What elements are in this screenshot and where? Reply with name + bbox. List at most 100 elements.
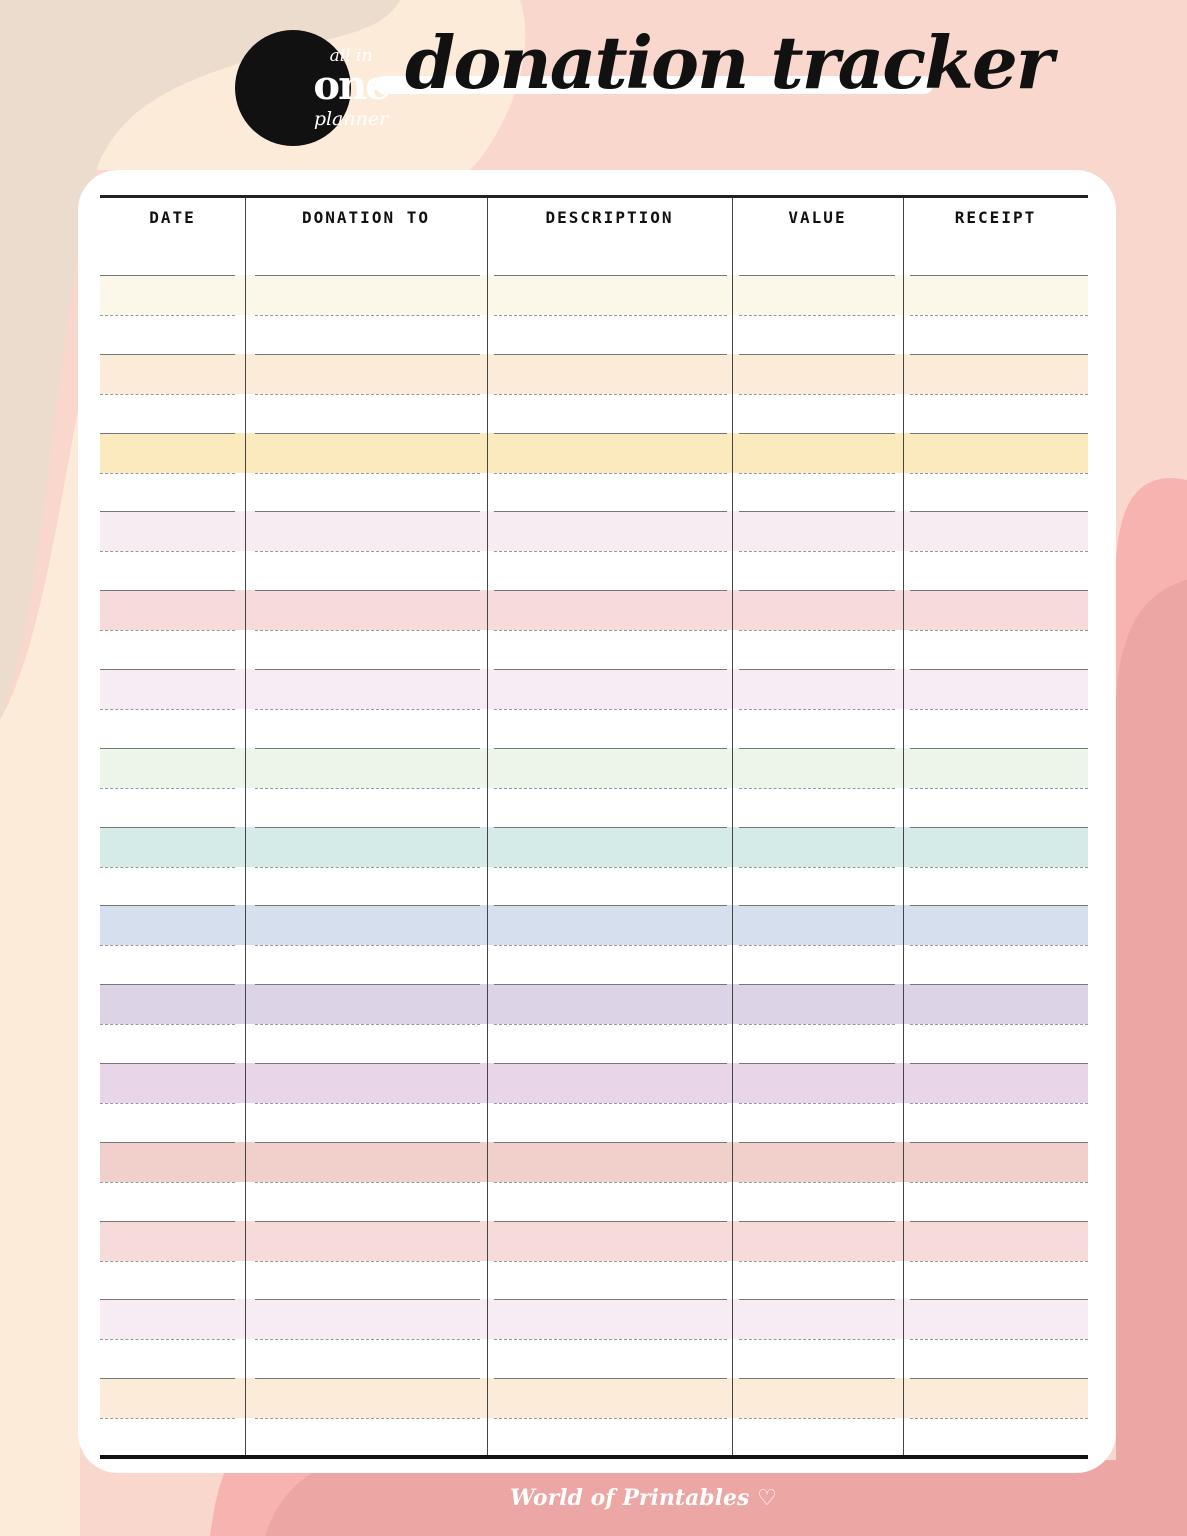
table-row[interactable] <box>100 669 1088 709</box>
row-dotted-rule <box>494 1339 727 1341</box>
table-row-blank[interactable] <box>100 1182 1088 1220</box>
row-rule <box>739 353 895 355</box>
table-row-blank[interactable] <box>100 788 1088 826</box>
table-row[interactable] <box>100 275 1088 315</box>
row-rule <box>910 511 1088 513</box>
table-row[interactable] <box>100 353 1088 394</box>
row-rule <box>739 905 895 907</box>
column-divider <box>903 198 904 1455</box>
row-dotted-rule <box>255 551 480 553</box>
table-row-blank[interactable] <box>100 1261 1088 1299</box>
row-dotted-rule <box>739 393 895 395</box>
row-dotted-rule <box>255 1339 480 1341</box>
row-rule <box>100 1141 235 1143</box>
table-row-blank[interactable] <box>100 315 1088 353</box>
row-dotted-rule <box>910 1024 1088 1026</box>
column-header-date: DATE <box>149 208 196 227</box>
row-rule <box>255 669 480 670</box>
column-divider <box>487 198 488 1455</box>
row-rule <box>739 669 895 670</box>
row-dotted-rule <box>255 393 480 395</box>
table-row-blank[interactable] <box>100 945 1088 983</box>
title-underline-stripe <box>375 76 933 94</box>
table-row-blank[interactable] <box>100 1103 1088 1141</box>
row-dotted-rule <box>910 709 1088 710</box>
row-dotted-rule <box>910 1181 1088 1183</box>
table-row-blank[interactable] <box>100 709 1088 747</box>
table-row[interactable] <box>100 1299 1088 1340</box>
row-dotted-rule <box>739 787 895 789</box>
row-rule <box>255 511 480 513</box>
row-rule <box>255 984 480 986</box>
table-row[interactable] <box>100 826 1088 867</box>
row-dotted-rule <box>100 1181 235 1183</box>
row-rule <box>739 1299 895 1301</box>
table-row-blank[interactable] <box>100 1418 1088 1456</box>
row-dotted-rule <box>910 1103 1088 1104</box>
row-dotted-rule <box>739 866 895 868</box>
row-dotted-rule <box>494 1181 727 1183</box>
row-dotted-rule <box>494 472 727 474</box>
column-header-donation-to: DONATION TO <box>302 208 430 227</box>
row-rule <box>255 1063 480 1064</box>
row-dotted-rule <box>494 1418 727 1420</box>
table-row[interactable] <box>100 590 1088 631</box>
table-row-blank[interactable] <box>100 1339 1088 1377</box>
row-rule <box>255 353 480 355</box>
table-row-blank[interactable] <box>100 1024 1088 1062</box>
row-dotted-rule <box>494 630 727 632</box>
row-rule <box>255 432 480 434</box>
table-row[interactable] <box>100 747 1088 788</box>
row-rule <box>910 1378 1088 1380</box>
row-dotted-rule <box>739 1181 895 1183</box>
row-dotted-rule <box>255 709 480 710</box>
footer-credit-text: World of Printables <box>510 1485 750 1511</box>
table-row[interactable] <box>100 984 1088 1025</box>
column-divider <box>245 198 246 1455</box>
row-rule <box>255 275 480 276</box>
row-dotted-rule <box>100 787 235 789</box>
row-dotted-rule <box>739 945 895 947</box>
row-dotted-rule <box>910 945 1088 947</box>
row-dotted-rule <box>910 1339 1088 1341</box>
table-row-blank[interactable] <box>100 630 1088 668</box>
row-dotted-rule <box>910 787 1088 789</box>
row-dotted-rule <box>910 315 1088 316</box>
table-row[interactable] <box>100 432 1088 473</box>
table-row-blank[interactable] <box>100 551 1088 589</box>
row-rule <box>739 432 895 434</box>
row-dotted-rule <box>494 1024 727 1026</box>
heart-icon: ♡ <box>757 1485 777 1511</box>
row-dotted-rule <box>255 1181 480 1183</box>
row-rule <box>255 747 480 749</box>
row-dotted-rule <box>100 1339 235 1341</box>
table-row-blank[interactable] <box>100 473 1088 511</box>
table-row[interactable] <box>100 905 1088 946</box>
table-row[interactable] <box>100 1063 1088 1103</box>
row-dotted-rule <box>739 315 895 316</box>
row-rule <box>910 1141 1088 1143</box>
row-dotted-rule <box>100 630 235 632</box>
table-row-blank[interactable] <box>100 394 1088 432</box>
row-rule <box>739 275 895 276</box>
table-row[interactable] <box>100 1220 1088 1261</box>
row-rule <box>100 905 235 907</box>
row-dotted-rule <box>739 472 895 474</box>
table-row[interactable] <box>100 511 1088 552</box>
row-rule <box>494 826 727 828</box>
row-dotted-rule <box>100 551 235 553</box>
row-rule <box>100 432 235 434</box>
row-dotted-rule <box>100 472 235 474</box>
row-rule <box>100 353 235 355</box>
row-rule <box>100 590 235 592</box>
table-row[interactable] <box>100 1141 1088 1182</box>
row-rule <box>255 1220 480 1222</box>
row-dotted-rule <box>255 315 480 316</box>
row-rule <box>494 275 727 276</box>
row-dotted-rule <box>910 472 1088 474</box>
row-rule <box>100 511 235 513</box>
row-dotted-rule <box>255 1024 480 1026</box>
table-row-blank[interactable] <box>100 867 1088 905</box>
row-dotted-rule <box>255 1103 480 1104</box>
table-row[interactable] <box>100 1378 1088 1419</box>
